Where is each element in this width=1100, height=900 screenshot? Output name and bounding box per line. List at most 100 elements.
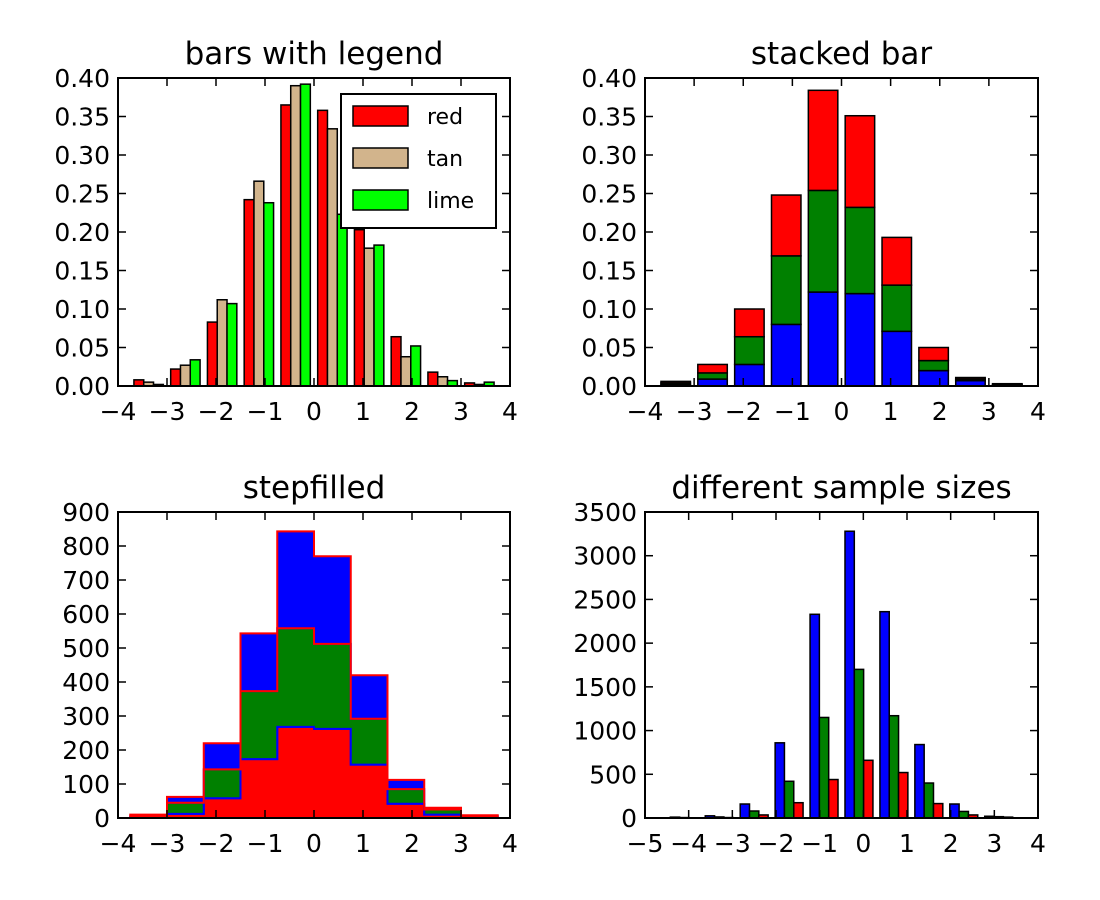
x-tick-label: −3 xyxy=(676,397,713,426)
bar-series-3-bin-8 xyxy=(918,346,950,362)
bar-tan-bin-2 xyxy=(179,364,192,387)
x-tick-label: −3 xyxy=(149,829,186,858)
bar-tan-bin-4 xyxy=(253,180,265,387)
y-tick-label: 600 xyxy=(62,600,110,629)
chart-title: different sample sizes xyxy=(671,470,1011,506)
chart-title: stacked bar xyxy=(751,36,932,72)
plot-frame xyxy=(644,77,1039,387)
bar-series-1-bin-8 xyxy=(918,369,950,387)
chart-different-sample-sizes: −5 −4 −3 −2 −1 0 1 2 3 40500100015002000250030003… xyxy=(573,470,1046,858)
x-tick-label: 1 xyxy=(899,829,915,858)
x-tick-label: −4 xyxy=(100,829,137,858)
x-tick-label: 2 xyxy=(943,829,959,858)
bar-red-bin-6 xyxy=(316,109,329,387)
legend-entry-tan: tan xyxy=(352,147,463,172)
legend-swatch-tan xyxy=(352,147,409,169)
bar-lime-bin-5 xyxy=(299,83,312,387)
x-tick-label: 0 xyxy=(855,829,871,858)
y-tick-label: 0.05 xyxy=(581,334,637,363)
bar-series-3-bin-4 xyxy=(793,801,804,819)
bar-series-1-bin-5 xyxy=(809,613,821,819)
bar-red-bin-3 xyxy=(206,321,218,387)
bar-series-2-bin-6 xyxy=(853,668,865,819)
y-tick-label: 0.35 xyxy=(581,103,637,132)
bar-lime-bin-3 xyxy=(226,302,238,387)
y-tick-label: 0 xyxy=(621,804,637,833)
bar-series-3-bin-5 xyxy=(827,778,839,819)
x-tick-label: 2 xyxy=(404,829,420,858)
y-tick-label: 3500 xyxy=(573,498,637,527)
bar-red-bin-2 xyxy=(169,368,182,387)
bar-series-3-bin-6 xyxy=(844,114,876,209)
x-tick-label: 2 xyxy=(932,397,948,426)
bar-red-bin-8 xyxy=(390,335,402,387)
y-tick-label: 100 xyxy=(62,770,110,799)
bar-lime-bin-4 xyxy=(263,201,275,387)
bar-tan-bin-7 xyxy=(363,247,375,387)
y-tick-label: 500 xyxy=(589,760,637,789)
x-tick-label: 4 xyxy=(502,397,518,426)
y-tick-label: 500 xyxy=(62,634,110,663)
plot-frame xyxy=(644,511,1039,819)
axis-ticks: −4 −3 −2 −1 0 1 2 3 4 0.00 0.05 0.10 0.15 0.20 0.25 0.3… xyxy=(581,64,1046,426)
bar-lime-bin-6 xyxy=(336,213,348,387)
chart-bars-with-legend: −4 −3 −2 −1 0 1 2 3 4 0.00 0.05 0.10 0.15 0.20 0.25 0.3… xyxy=(54,36,518,426)
y-tick-label: 1500 xyxy=(573,673,637,702)
bar-lime-bin-2 xyxy=(189,359,201,387)
bar-series-2-bin-4 xyxy=(783,780,795,819)
x-tick-label: −1 xyxy=(247,397,284,426)
bar-series-2-bin-3 xyxy=(748,810,760,819)
y-tick-label: 800 xyxy=(62,532,110,561)
bar-tan-bin-5 xyxy=(289,84,302,387)
x-tick-label: 3 xyxy=(986,829,1002,858)
bar-series-2-bin-8 xyxy=(918,359,950,372)
legend-swatch-lime xyxy=(352,189,409,211)
bar-series-3-bin-8 xyxy=(932,802,944,819)
bar-series-1-bin-3 xyxy=(739,803,751,819)
x-tick-label: −4 xyxy=(670,829,707,858)
bar-series-1-bin-6 xyxy=(844,292,876,387)
legend-entry-lime: lime xyxy=(352,189,474,214)
bar-series-3-bin-5 xyxy=(807,89,839,192)
axis-ticks: −4 −3 −2 −1 0 1 2 3 4 0.00 0.05 0.10 0.15 0.20 0.25 0.3… xyxy=(54,64,518,426)
x-tick-label: 2 xyxy=(404,397,420,426)
bar-series-3-bin-7 xyxy=(881,236,913,286)
y-tick-label: 0.30 xyxy=(581,141,637,170)
y-tick-label: 700 xyxy=(62,566,110,595)
bar-series-2-bin-7 xyxy=(881,284,913,333)
bar-tan-bin-8 xyxy=(400,355,412,387)
stepfill-area-series-3 xyxy=(129,530,499,818)
x-tick-label: −2 xyxy=(725,397,762,426)
x-tick-label: −4 xyxy=(100,397,137,426)
y-tick-label: 0.20 xyxy=(54,218,110,247)
legend: red tan lime xyxy=(340,93,497,229)
y-tick-label: 0.10 xyxy=(581,295,637,324)
x-tick-label: −2 xyxy=(758,829,795,858)
x-tick-label: 3 xyxy=(453,829,469,858)
bar-red-bin-5 xyxy=(280,104,292,387)
x-tick-label: −1 xyxy=(774,397,811,426)
legend-entry-red: red xyxy=(352,105,463,130)
y-tick-label: 400 xyxy=(62,668,110,697)
bar-red-bin-9 xyxy=(427,371,439,387)
legend-swatch-red xyxy=(352,105,409,127)
bar-series-3-bin-2 xyxy=(697,363,729,374)
bar-series-2-bin-4 xyxy=(770,255,802,326)
bar-series-1-bin-3 xyxy=(733,363,765,387)
y-tick-label: 200 xyxy=(62,736,110,765)
bar-series-3-bin-6 xyxy=(862,759,874,819)
chart-title: stepfilled xyxy=(243,470,386,506)
bar-series-1-bin-4 xyxy=(770,323,802,387)
x-tick-label: 0 xyxy=(306,397,322,426)
x-tick-label: −1 xyxy=(247,829,284,858)
axis-ticks: −4 −3 −2 −1 0 1 2 3 4 0 100 200 300 400 500 600 700 800 90… xyxy=(62,498,518,858)
y-tick-label: 0.00 xyxy=(581,372,637,401)
bar-series-1-bin-7 xyxy=(879,610,890,819)
bar-series-2-bin-2 xyxy=(697,372,729,380)
y-tick-label: 0.40 xyxy=(54,64,110,93)
y-tick-label: 0.15 xyxy=(581,257,637,286)
bar-tan-bin-9 xyxy=(436,376,449,387)
bar-series-3-bin-10 xyxy=(991,382,1023,386)
x-tick-label: 0 xyxy=(306,829,322,858)
bar-tan-bin-3 xyxy=(216,299,228,387)
